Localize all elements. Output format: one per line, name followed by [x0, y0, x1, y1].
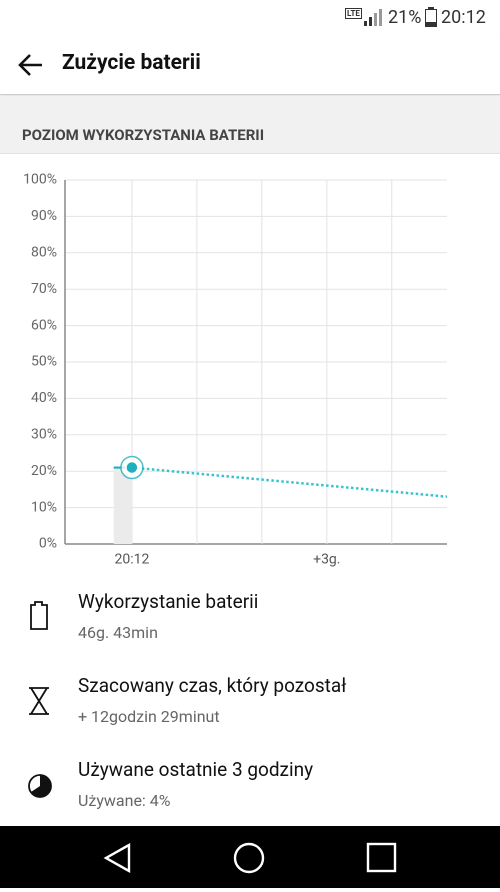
y-tick-label: 70%	[31, 281, 57, 297]
current-point	[125, 460, 139, 475]
y-tick-label: 20%	[31, 463, 57, 479]
area	[113, 467, 132, 544]
page-title: Zużycie baterii	[62, 51, 201, 75]
item-subtitle: 46g. 43min	[78, 623, 158, 642]
hourglass-icon	[29, 687, 49, 715]
nav-back[interactable]	[103, 842, 131, 874]
item-subtitle: Używane: 4%	[78, 791, 171, 810]
network-icon: LTE	[345, 8, 362, 19]
section-title: POZIOM WYKORZYSTANIA BATERII	[22, 126, 265, 144]
x-tick-label: 20:12	[114, 552, 149, 568]
y-tick-label: 100%	[23, 172, 57, 188]
y-tick-label: 0%	[39, 536, 57, 552]
status-bar: LTE 21% 20:12	[0, 0, 500, 37]
y-tick-label: 30%	[31, 427, 57, 443]
item-title: Wykorzystanie baterii	[78, 590, 259, 613]
navigation-bar	[0, 826, 500, 888]
battery-percent: 21%	[388, 7, 422, 28]
battery-icon	[425, 7, 437, 27]
y-tick-label: 10%	[31, 499, 57, 515]
chart: 0% 10% 20% 30% 40% 50% 60% 70% 80% 90% 100% 20:12 +3…	[23, 172, 448, 568]
app-bar: Zużycie baterii	[0, 37, 500, 95]
y-tick-label: 60%	[31, 317, 57, 333]
back-button[interactable]	[18, 53, 44, 77]
battery-usage-icon	[30, 601, 48, 630]
y-tick-label: 90%	[31, 208, 57, 224]
clock: 20:12	[441, 7, 486, 28]
x-tick-label: +3g.	[313, 552, 340, 568]
recent-usage-icon	[28, 774, 52, 798]
nav-home[interactable]	[233, 842, 265, 874]
section-header: POZIOM WYKORZYSTANIA BATERII	[0, 96, 500, 154]
y-tick-label: 50%	[31, 354, 57, 370]
line	[131, 466, 448, 498]
nav-recents[interactable]	[366, 842, 397, 873]
nav-buttons	[103, 842, 397, 874]
item-title: Szacowany czas, który pozostał	[78, 674, 347, 697]
signal-icon	[364, 9, 382, 26]
y-tick-label: 80%	[31, 245, 57, 261]
y-tick-label: 40%	[31, 390, 57, 406]
item-title: Używane ostatnie 3 godziny	[78, 758, 314, 781]
item-subtitle: + 12godzin 29minut	[78, 707, 220, 726]
